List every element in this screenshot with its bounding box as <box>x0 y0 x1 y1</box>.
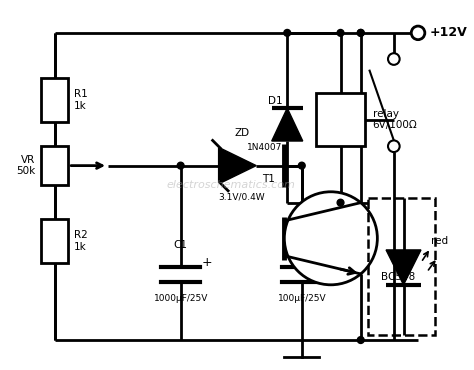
Text: red: red <box>431 236 448 246</box>
Bar <box>41 78 68 122</box>
Circle shape <box>177 162 184 169</box>
Polygon shape <box>386 250 421 285</box>
Bar <box>316 93 365 146</box>
Bar <box>368 198 436 335</box>
Text: relay
6V/100Ω: relay 6V/100Ω <box>373 109 417 130</box>
Text: +: + <box>323 256 334 269</box>
Text: C2: C2 <box>295 240 309 250</box>
Circle shape <box>298 162 305 169</box>
Polygon shape <box>272 108 303 141</box>
Circle shape <box>337 199 344 206</box>
Text: BC548: BC548 <box>381 272 416 282</box>
Circle shape <box>337 30 344 36</box>
Text: R1
1k: R1 1k <box>74 90 88 111</box>
Text: +: + <box>202 256 213 269</box>
Text: VR
50k: VR 50k <box>16 155 35 176</box>
Circle shape <box>388 53 400 65</box>
Circle shape <box>284 192 377 285</box>
Text: C1: C1 <box>173 240 188 250</box>
Circle shape <box>411 26 425 40</box>
Circle shape <box>284 30 291 36</box>
Circle shape <box>357 30 364 36</box>
Text: +12V: +12V <box>429 26 467 39</box>
Circle shape <box>357 30 364 36</box>
Bar <box>41 146 68 185</box>
Text: R2
1k: R2 1k <box>74 230 88 252</box>
Circle shape <box>388 141 400 152</box>
Bar <box>41 219 68 263</box>
Text: ZD: ZD <box>234 128 249 138</box>
Text: 1N4007: 1N4007 <box>247 143 283 152</box>
Text: T1: T1 <box>262 174 274 184</box>
Text: 3.1V/0.4W: 3.1V/0.4W <box>219 193 265 202</box>
Text: D1: D1 <box>268 96 283 106</box>
Text: 100μF/25V: 100μF/25V <box>277 293 326 303</box>
Text: electroschematics.com: electroschematics.com <box>166 180 295 190</box>
Text: 1000μF/25V: 1000μF/25V <box>154 293 208 303</box>
Circle shape <box>357 337 364 343</box>
Polygon shape <box>220 148 256 183</box>
